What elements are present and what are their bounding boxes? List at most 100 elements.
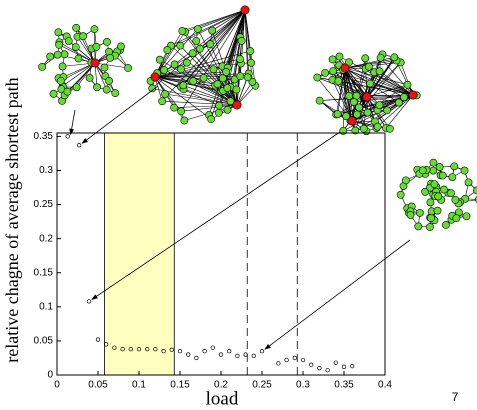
- network-node: [50, 90, 57, 97]
- network-node: [402, 177, 409, 184]
- network-node: [219, 75, 226, 82]
- network-node: [103, 38, 110, 45]
- data-point: [227, 349, 231, 353]
- data-point: [77, 143, 81, 147]
- y-tick-label: 0.2: [39, 233, 53, 244]
- data-point: [96, 338, 100, 342]
- data-point: [293, 356, 297, 360]
- network-node: [316, 97, 323, 104]
- network-node: [208, 116, 215, 123]
- network-node: [451, 163, 458, 170]
- data-point: [301, 358, 305, 362]
- network-node: [189, 50, 196, 57]
- network-node: [463, 213, 470, 220]
- network-node: [415, 223, 422, 230]
- y-tick-label: 0: [47, 370, 53, 381]
- network-node: [224, 84, 231, 91]
- network-node: [156, 56, 163, 63]
- data-point: [211, 346, 215, 350]
- network-node: [386, 125, 393, 132]
- network-node: [440, 186, 447, 193]
- network-node: [73, 84, 80, 91]
- network-node: [181, 117, 188, 124]
- y-tick-label: 0.1: [39, 301, 53, 312]
- data-point: [178, 349, 182, 353]
- network-node: [61, 51, 68, 58]
- data-point: [252, 354, 256, 358]
- network-node: [350, 98, 357, 105]
- network-node: [39, 63, 46, 70]
- network-node: [334, 110, 341, 117]
- network-node: [430, 159, 437, 166]
- network-node: [435, 193, 442, 200]
- data-point: [195, 356, 199, 360]
- network-node: [177, 42, 184, 49]
- network-hub: [241, 6, 249, 14]
- network-node: [103, 86, 110, 93]
- network-node: [376, 101, 383, 108]
- network-node: [190, 78, 197, 85]
- data-point: [203, 349, 207, 353]
- y-axis-label: relative chagne of average shortest path: [2, 77, 22, 362]
- network-node: [360, 125, 367, 132]
- network-node: [55, 29, 62, 36]
- network-node: [161, 66, 168, 73]
- network-node: [179, 27, 186, 34]
- network-node: [216, 102, 223, 109]
- network-node: [436, 163, 443, 170]
- y-tick-label: 0.15: [34, 267, 54, 278]
- network-node: [237, 73, 244, 80]
- x-tick-label: 0.25: [252, 380, 272, 391]
- shaded-region: [105, 133, 175, 375]
- network-node: [224, 106, 231, 113]
- network-node: [404, 81, 411, 88]
- y-tick-label: 0.25: [34, 199, 54, 210]
- network-node: [335, 77, 342, 84]
- network-hub: [341, 64, 349, 72]
- x-tick-label: 0.1: [132, 380, 146, 391]
- data-point: [318, 366, 322, 370]
- data-point: [285, 358, 289, 362]
- data-point: [309, 363, 313, 367]
- network-node: [427, 199, 434, 206]
- data-point: [342, 365, 346, 369]
- network-node: [105, 77, 112, 84]
- network-node: [55, 41, 62, 48]
- network-node: [64, 88, 71, 95]
- network-node: [376, 68, 383, 75]
- network-node: [473, 187, 477, 194]
- data-point: [350, 364, 354, 368]
- x-axis-label: load: [206, 388, 239, 409]
- arrow: [71, 110, 75, 134]
- network-node: [426, 223, 433, 230]
- network-node: [57, 77, 64, 84]
- network-node: [365, 63, 372, 70]
- network-node: [177, 66, 184, 73]
- network-node: [223, 68, 230, 75]
- y-tick-label: 0.05: [34, 336, 54, 347]
- network-node: [106, 54, 113, 61]
- page-number: 7: [452, 390, 459, 404]
- network-node: [73, 24, 80, 31]
- network-node: [346, 92, 353, 99]
- network-node: [72, 43, 79, 50]
- arrow: [265, 240, 410, 349]
- network-node: [244, 74, 251, 81]
- network-node: [452, 196, 459, 203]
- network-node: [112, 90, 119, 97]
- network-node: [215, 109, 222, 116]
- network-node: [248, 59, 255, 66]
- network-node: [407, 211, 414, 218]
- data-point: [87, 300, 91, 304]
- network-node: [194, 25, 201, 32]
- network-node: [453, 215, 460, 222]
- network-node: [59, 63, 66, 70]
- network-node: [117, 43, 124, 50]
- network-hub: [91, 59, 99, 67]
- network-node: [210, 66, 217, 73]
- network-hub: [233, 101, 241, 109]
- network-node: [180, 82, 187, 89]
- network-node: [54, 51, 61, 58]
- network-node: [314, 74, 321, 81]
- x-tick-label: 0.05: [88, 380, 108, 391]
